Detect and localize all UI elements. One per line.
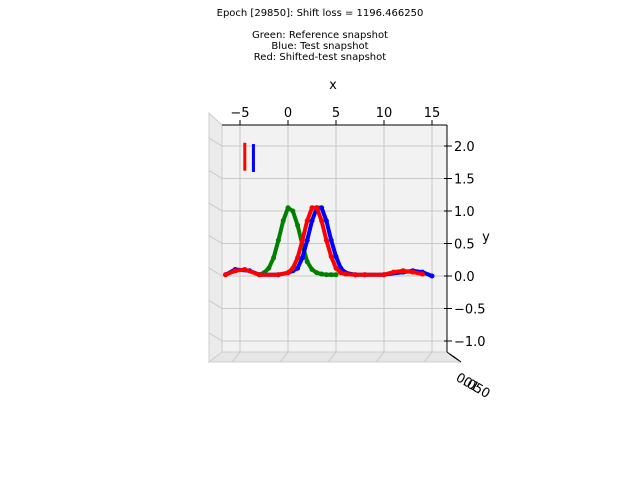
series-point-2 <box>323 237 329 243</box>
series-point-2 <box>290 265 296 271</box>
title-line-blue: Blue: Test snapshot <box>271 41 369 52</box>
side-grid-line <box>208 202 223 212</box>
series-point-2 <box>391 269 397 275</box>
series-point-2 <box>223 272 229 278</box>
x-tick-label: 0 <box>284 106 292 121</box>
left-side-pane <box>208 111 223 364</box>
series-point-1 <box>319 205 325 211</box>
side-pane-grid <box>208 137 223 342</box>
series-point-0 <box>275 237 281 243</box>
series-point-1 <box>328 237 334 243</box>
series-point-2 <box>319 218 325 224</box>
series-point-2 <box>295 255 301 261</box>
series-point-2 <box>338 270 344 276</box>
x-tick-label: 10 <box>376 106 393 121</box>
floor-grid-line <box>327 351 337 363</box>
y-tick-label: −1.0 <box>454 335 486 350</box>
series-point-2 <box>299 237 305 243</box>
series-point-1 <box>304 237 310 243</box>
side-grid-line <box>208 170 223 179</box>
series-point-0 <box>266 265 272 271</box>
y-axis-ticks: −1.0 −0.5 0.0 0.5 1.0 1.5 2.0 <box>444 140 486 350</box>
title-line-epoch: Epoch [29850]: Shift loss = 1196.466250 <box>216 8 424 19</box>
floor-grid-line <box>423 351 433 363</box>
series-group <box>223 205 435 279</box>
floor-grid <box>231 351 433 363</box>
series-point-2 <box>256 272 262 278</box>
y-axis-label: y <box>482 230 490 245</box>
x-tick-label: 15 <box>424 106 441 121</box>
series-point-2 <box>352 272 358 278</box>
series-point-1 <box>295 265 301 271</box>
x-tick-label: −5 <box>230 106 249 121</box>
side-grid-line <box>208 300 223 309</box>
series-point-0 <box>285 205 291 211</box>
series-point-2 <box>232 268 238 274</box>
series-point-0 <box>328 272 334 278</box>
series-point-1 <box>429 273 435 279</box>
floor-grid-line <box>375 351 385 363</box>
side-grid-line <box>208 332 223 342</box>
series-point-2 <box>314 205 320 211</box>
series-point-1 <box>309 218 315 224</box>
side-grid-line <box>208 267 223 277</box>
y-tick-label: 1.0 <box>454 205 475 220</box>
x-tick-label: 5 <box>332 106 340 121</box>
series-point-0 <box>295 222 301 228</box>
marker-lines <box>243 142 255 172</box>
x-axis-label: x <box>329 78 337 93</box>
y-tick-label: 1.5 <box>454 173 475 188</box>
series-point-2 <box>333 265 339 271</box>
figure-title: Epoch [29850]: Shift loss = 1196.466250 … <box>0 8 640 63</box>
z-tick-mark <box>452 355 462 363</box>
title-line-red: Red: Shifted-test snapshot <box>253 52 387 63</box>
series-point-0 <box>333 272 339 278</box>
y-tick-label: −0.5 <box>454 303 486 318</box>
series-point-2 <box>410 269 416 275</box>
floor-grid-line <box>279 351 289 363</box>
floor-grid-line <box>231 351 241 363</box>
side-grid-line <box>208 235 223 244</box>
x-axis-ticks: −5 0 5 10 15 <box>230 106 440 125</box>
series-point-2 <box>309 205 315 211</box>
series-point-0 <box>290 208 296 214</box>
series-point-2 <box>285 270 291 276</box>
series-point-2 <box>419 271 425 277</box>
series-point-1 <box>299 255 305 261</box>
series-point-0 <box>304 259 310 265</box>
series-point-2 <box>400 268 406 274</box>
y-tick-label: 0.5 <box>454 238 475 253</box>
series-point-2 <box>362 272 368 278</box>
series-point-0 <box>271 255 277 261</box>
y-tick-label: 2.0 <box>454 140 475 155</box>
series-point-2 <box>381 272 387 278</box>
series-point-0 <box>309 267 315 272</box>
series-point-2 <box>275 272 281 278</box>
series-point-2 <box>343 271 349 277</box>
series-point-1 <box>333 254 339 259</box>
side-grid-line <box>208 137 223 147</box>
title-line-green: Green: Reference snapshot <box>252 30 388 41</box>
series-point-0 <box>323 272 329 278</box>
series-point-2 <box>304 218 310 224</box>
series-point-0 <box>280 218 286 224</box>
series-point-0 <box>314 270 320 276</box>
y-tick-label: 0.0 <box>454 270 475 285</box>
series-point-0 <box>319 271 325 277</box>
back-pane <box>221 124 448 353</box>
series-point-1 <box>323 218 329 224</box>
series-point-2 <box>242 267 248 272</box>
series-point-2 <box>328 254 334 259</box>
